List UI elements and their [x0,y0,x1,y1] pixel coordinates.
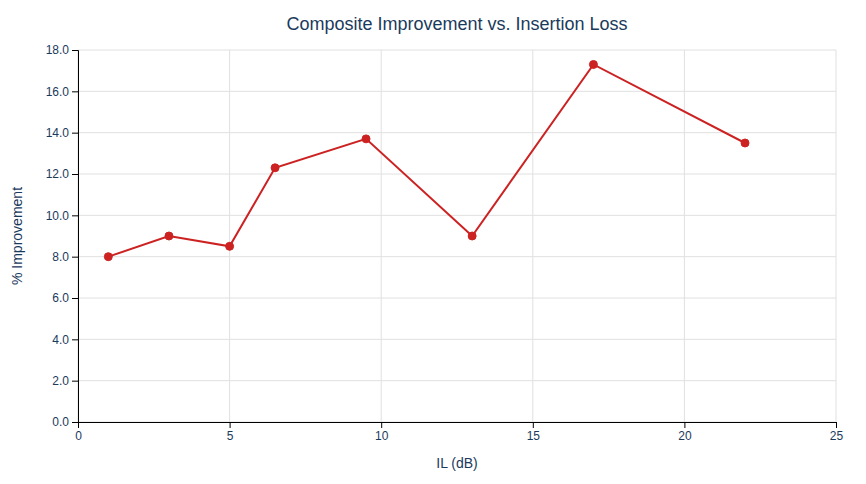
tick-mark [381,422,382,428]
grid-line [78,380,836,381]
tick-mark [72,339,78,340]
tick-label: 0 [75,429,82,443]
grid [78,50,836,422]
tick-mark [230,422,231,428]
tick-label: 18.0 [46,43,70,57]
grid-line [78,298,836,299]
axis-domain [72,51,79,423]
point [165,232,173,240]
grid-line [78,91,836,92]
x-axis-title: IL (dB) [436,455,478,471]
tick-label: 10 [375,429,389,443]
tick-mark [836,422,837,428]
tick: 16.0 [46,85,78,99]
tick-mark [72,50,78,51]
tick-label: 6.0 [52,291,69,305]
tick-mark [684,422,685,428]
tick: 18.0 [46,43,78,57]
point [468,232,476,240]
tick: 25 [830,422,844,443]
point [271,164,279,172]
tick-mark [72,215,78,216]
tick-mark [72,381,78,382]
tick-label: 10.0 [46,209,70,223]
tick-mark [72,422,78,423]
point [362,135,370,143]
tick: 20 [678,422,692,443]
grid-line [836,50,837,422]
tick-mark [72,174,78,175]
tick-label: 25 [830,429,844,443]
tick-label: 12.0 [46,167,70,181]
tick: 8.0 [52,250,78,264]
tick-label: 5 [227,429,234,443]
point [226,242,234,250]
grid-line [78,215,836,216]
grid-line [78,50,836,51]
tick-mark [72,91,78,92]
tick: 14.0 [46,126,78,140]
tick-label: 15 [527,429,541,443]
grid-line [684,50,685,422]
tick-label: 20 [678,429,692,443]
tick: 0.0 [52,415,78,429]
tick-mark [533,422,534,428]
tick: 15 [527,422,541,443]
point [104,253,112,261]
tick: 2.0 [52,374,78,388]
grid-line [532,50,533,422]
axis-domain [79,423,837,429]
plot: 0 5 10 15 20 25 0.0 2.0 4.0 6.0 8.0 10.0 12.0 14.0 16.… [46,43,844,442]
grid-line [78,339,836,340]
tick: 0 [75,422,82,443]
line [108,64,745,256]
tick-label: 16.0 [46,85,70,99]
tick-label: 0.0 [52,415,69,429]
title: Composite Improvement vs. Insertion Loss [286,14,627,34]
x-axis: 0 5 10 15 20 25 [75,422,843,443]
grid-line [381,50,382,422]
tick-label: 14.0 [46,126,70,140]
chart: 0 5 10 15 20 25 0.0 2.0 4.0 6.0 8.0 10.0 12.0 14.0 16.… [0,0,866,484]
grid-line [78,174,836,175]
tick: 5 [227,422,234,443]
grid-line [229,50,230,422]
tick: 4.0 [52,333,78,347]
tick-label: 4.0 [52,333,69,347]
tick-mark [72,298,78,299]
tick: 10 [375,422,389,443]
y-axis-title: % Improvement [9,187,25,285]
y-axis: 0.0 2.0 4.0 6.0 8.0 10.0 12.0 14.0 16.0 18.0 [46,43,79,429]
tick: 6.0 [52,291,78,305]
point [741,139,749,147]
tick-mark [72,133,78,134]
marks [104,60,749,260]
grid-line [78,256,836,257]
tick-mark [72,257,78,258]
tick-label: 8.0 [52,250,69,264]
tick-label: 2.0 [52,374,69,388]
point [589,60,597,68]
tick: 10.0 [46,209,78,223]
tick: 12.0 [46,167,78,181]
